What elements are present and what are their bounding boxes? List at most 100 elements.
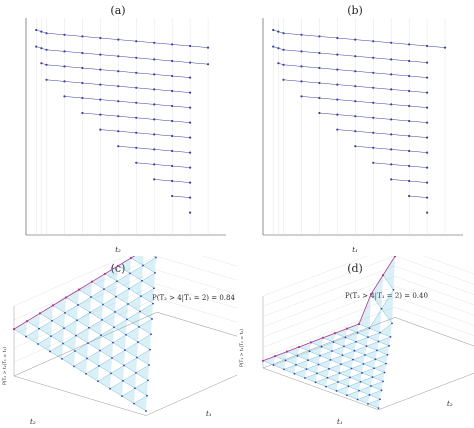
surface-patch [53,297,66,313]
surface-patch [78,297,91,313]
surface-patch [115,304,128,320]
data-point [135,146,138,149]
surface-patch [27,313,40,329]
mesh-line [321,341,334,347]
data-point [390,163,393,166]
panel-b-chart: (b) t₁ [262,4,463,254]
mesh-line [349,372,363,378]
mesh-line [101,311,116,321]
mesh-line [62,335,77,344]
mesh-line [113,327,127,335]
mesh-line [333,341,345,347]
mesh-line [358,390,370,396]
data-point [189,166,192,169]
mesh-line [25,328,40,337]
mesh-line [113,319,128,328]
mesh-line [285,355,298,361]
mesh-line [348,386,360,391]
surface-patch [371,275,383,309]
data-point [426,211,429,214]
data-point [354,55,357,58]
data-point [117,145,120,148]
surface-point [355,340,357,343]
mesh-line [349,377,361,382]
data-point [318,35,321,38]
data-point [171,74,174,78]
surface-point [101,318,103,321]
data-point [135,116,138,119]
wall-grid-line [13,256,237,321]
surface-patch [105,265,118,282]
mesh-line [339,368,352,374]
surface-patch [342,350,355,360]
data-point [408,59,411,63]
wall-grid-line [262,256,474,297]
surface-patch [339,368,352,378]
surface-point [136,356,138,359]
surface-patch [369,308,382,333]
mesh-line [343,346,355,351]
surface-patch [74,358,87,374]
surface-patch [353,355,365,364]
mesh-line [86,358,100,367]
mesh-line [304,373,318,379]
surface-point [152,302,154,305]
mesh-line [382,275,394,290]
data-point [372,161,375,164]
surface-patch [372,372,385,382]
wall-grid-line [13,256,237,307]
wall-grid-line [262,256,474,307]
surface-point [114,311,116,313]
data-point [443,46,447,49]
surface-patch [341,359,353,369]
mesh-line [133,395,148,404]
surface-patch [124,357,137,373]
mesh-line [125,334,139,343]
mesh-line [315,382,327,387]
panel-c-ylabel: t₁ [206,410,212,418]
series-line [273,29,446,48]
surface-patch [139,318,152,335]
mesh-line [89,304,104,313]
mesh-line [63,320,78,329]
surface-patch [135,380,148,396]
surface-point [317,363,320,366]
data-point [390,73,393,76]
mesh-line [135,364,150,374]
data-point [153,133,156,136]
surface-point [100,334,102,337]
mesh-line [61,358,75,367]
data-point [206,46,210,49]
data-point [171,194,174,198]
data-point [189,196,192,199]
mesh-line [339,372,351,378]
mesh-line [369,328,381,333]
highlight-curve [13,256,136,330]
data-point [81,66,84,70]
surface-point [314,381,317,384]
mesh-line [370,381,384,387]
surface-point [75,334,77,337]
surface-point [368,327,371,330]
surface-point [284,359,287,362]
mesh-line [352,354,366,360]
data-point [135,40,138,43]
data-point [426,61,429,64]
surface-point [352,358,354,361]
surface-patch [323,333,335,343]
mesh-line [330,355,343,361]
data-point [354,130,357,133]
mesh-line [74,342,89,352]
data-point [318,111,321,115]
surface-point [367,336,369,339]
surface-point [76,319,78,322]
panel-a: (a) t₂ [0,0,237,255]
mesh-line [110,365,125,374]
mesh-line [315,377,328,383]
data-point [336,83,339,86]
surface-patch [111,365,124,381]
data-point [426,136,429,139]
series-line [337,129,428,138]
data-point [372,71,375,74]
mesh-line [140,295,154,304]
